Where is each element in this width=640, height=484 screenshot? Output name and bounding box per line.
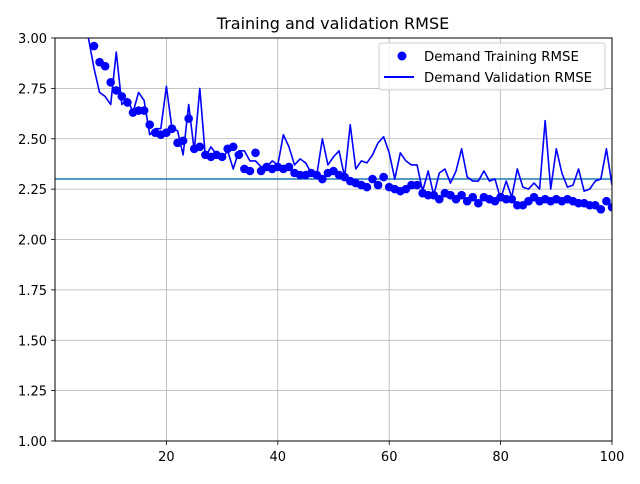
y-tick-label: 2.75 <box>18 82 47 97</box>
training-rmse-point <box>435 194 444 204</box>
training-rmse-point <box>457 190 466 200</box>
training-rmse-point <box>362 182 372 192</box>
training-rmse-point <box>100 61 110 71</box>
training-rmse-point <box>228 142 238 152</box>
training-rmse-point <box>596 204 606 214</box>
training-rmse-point <box>139 106 149 115</box>
legend-frame <box>378 42 606 91</box>
training-rmse-point <box>468 192 478 202</box>
x-tick-label: 60 <box>381 450 398 465</box>
training-rmse-point <box>245 166 255 176</box>
training-rmse-point <box>234 150 244 160</box>
y-tick-label: 1.25 <box>18 385 47 400</box>
training-rmse-point <box>89 41 99 51</box>
x-tick-label: 80 <box>492 450 509 465</box>
plot-area <box>79 18 612 214</box>
training-rmse-point <box>111 86 121 95</box>
x-tick-label: 20 <box>158 450 175 465</box>
training-rmse-point <box>195 142 205 152</box>
y-tick-label: 3.00 <box>18 32 47 47</box>
training-rmse-point <box>607 202 612 212</box>
legend: Demand Training RMSE Demand Validation R… <box>378 42 606 91</box>
training-rmse-point <box>123 98 132 107</box>
y-tick-label: 2.25 <box>18 183 47 198</box>
training-rmse-point <box>318 174 327 184</box>
training-rmse-point <box>167 124 177 133</box>
training-rmse-point <box>412 180 422 190</box>
validation-rmse-line <box>87 38 612 200</box>
training-rmse-point <box>284 162 294 172</box>
legend-label-training: Demand Training RMSE <box>424 50 579 65</box>
x-tick-label: 40 <box>270 450 287 465</box>
training-rmse-point <box>379 172 388 182</box>
y-tick-label: 1.00 <box>18 435 47 450</box>
training-rmse-point <box>79 18 88 27</box>
training-rmse-point <box>474 198 483 208</box>
y-tick-label: 1.75 <box>18 284 47 299</box>
training-rmse-point <box>507 194 517 204</box>
y-tick-label: 2.00 <box>18 234 47 249</box>
training-rmse-point <box>117 92 127 101</box>
training-rmse-point <box>178 136 188 146</box>
chart-title: Training and validation RMSE <box>216 14 449 33</box>
training-rmse-point <box>184 114 193 123</box>
training-rmse-point <box>86 38 90 39</box>
tick-layer: 20 40 60 80 100 1.00 1.25 1.50 1.75 2.00 2.25 2.50 2… <box>18 32 624 465</box>
legend-label-validation: Demand Validation RMSE <box>424 71 592 86</box>
y-tick-label: 1.50 <box>18 334 47 349</box>
training-rmse-point <box>145 120 154 129</box>
x-tick-label: 100 <box>600 450 625 465</box>
grid-lines <box>55 37 613 442</box>
training-rmse-point <box>373 180 383 190</box>
y-tick-label: 2.50 <box>18 133 47 148</box>
training-rmse-point <box>602 196 611 206</box>
training-rmse-point <box>106 78 115 87</box>
training-rmse-point <box>251 148 260 158</box>
series-layer <box>79 18 612 214</box>
training-rmse-point <box>217 152 227 162</box>
training-rmse-point <box>368 174 377 184</box>
legend-marker-training <box>397 51 407 61</box>
